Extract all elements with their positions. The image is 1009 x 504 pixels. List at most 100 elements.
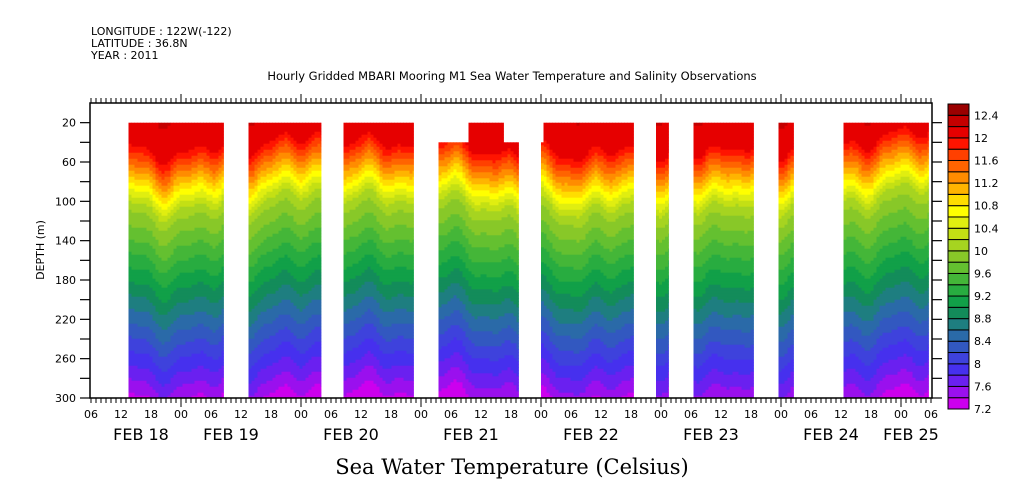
data-segment [541, 122, 634, 399]
x-axis: 06 12 18 00 06 12 18 00 06 12 18 00 06 12 18 00 06 12 18 00… [84, 94, 939, 444]
colorbar-swatch [947, 250, 970, 263]
colorbar-label: 10.8 [974, 200, 999, 213]
header-longitude: LONGITUDE : 122W(-122) [91, 25, 232, 38]
header-year: YEAR : 2011 [90, 49, 159, 62]
colorbar-label: 10.4 [974, 222, 999, 235]
x-day-label: FEB 25 [883, 425, 939, 444]
data-segment [778, 122, 794, 399]
y-tick-label: 60 [62, 156, 76, 169]
x-hour-label: 00 [774, 408, 788, 421]
colorbar-swatch [947, 205, 970, 218]
colorbar-label: 12.4 [974, 109, 999, 122]
colorbar-swatch [947, 397, 970, 410]
variable-label: Sea Water Temperature (Celsius) [335, 455, 689, 479]
x-hour-label: 06 [444, 408, 458, 421]
x-hour-label: 18 [384, 408, 398, 421]
colorbar-swatch [947, 363, 970, 376]
x-hour-label: 12 [594, 408, 608, 421]
x-hour-label: 06 [924, 408, 938, 421]
x-hour-label: 06 [804, 408, 818, 421]
y-tick-label: 180 [55, 274, 76, 287]
data-segment [343, 122, 414, 399]
x-hour-label: 06 [564, 408, 578, 421]
colorbar-swatch [947, 272, 970, 286]
plot-data-area [128, 122, 929, 399]
x-hour-label: 06 [684, 408, 698, 421]
x-hour-label: 12 [354, 408, 368, 421]
colorbar: 12.4 12 11.6 11.2 10.8 10.4 10 9.6 9.2 8.8 8.4 8 7.6… [947, 103, 999, 416]
x-hour-label: 18 [864, 408, 878, 421]
colorbar-label: 12 [974, 132, 988, 145]
colorbar-label: 8 [974, 358, 981, 371]
colorbar-swatch [947, 385, 970, 399]
colorbar-swatch [947, 159, 970, 173]
y-tick-label: 100 [55, 195, 76, 208]
colorbar-swatch [947, 103, 970, 116]
data-segment [438, 122, 519, 399]
x-hour-label: 12 [834, 408, 848, 421]
x-day-label: FEB 18 [113, 425, 169, 444]
x-hour-label: 18 [624, 408, 638, 421]
x-hour-label: 18 [744, 408, 758, 421]
colorbar-swatch [947, 171, 970, 184]
colorbar-swatch [947, 137, 970, 150]
x-hour-label: 18 [144, 408, 158, 421]
colorbar-label: 8.4 [974, 335, 992, 348]
colorbar-swatch [947, 306, 970, 320]
colorbar-label: 9.2 [974, 290, 992, 303]
data-segment [656, 122, 669, 399]
colorbar-swatch [947, 352, 970, 365]
colorbar-label: 7.2 [974, 403, 992, 416]
y-tick-label: 260 [55, 353, 76, 366]
colorbar-swatch [947, 193, 970, 207]
x-hour-label: 00 [654, 408, 668, 421]
colorbar-swatch [947, 374, 970, 387]
colorbar-swatch [947, 329, 970, 342]
y-tick-label: 140 [55, 235, 76, 248]
y-axis: 20 60 100 140 180 220 260 300 [55, 117, 942, 405]
data-segment [128, 122, 224, 399]
colorbar-swatch [947, 182, 970, 195]
colorbar-swatch [947, 148, 970, 161]
x-hour-label: 06 [204, 408, 218, 421]
x-hour-label: 12 [714, 408, 728, 421]
x-day-label: FEB 19 [203, 425, 259, 444]
x-hour-label: 00 [174, 408, 188, 421]
colorbar-label: 8.8 [974, 313, 992, 326]
colorbar-swatch [947, 295, 970, 308]
colorbar-label: 7.6 [974, 380, 992, 393]
x-hour-label: 06 [324, 408, 338, 421]
colorbar-swatch [947, 114, 970, 128]
colorbar-label: 11.2 [974, 177, 999, 190]
y-tick-label: 300 [55, 392, 76, 405]
y-axis-label: DEPTH (m) [34, 220, 47, 280]
x-day-label: FEB 22 [563, 425, 619, 444]
x-hour-label: 18 [264, 408, 278, 421]
chart-title: Hourly Gridded MBARI Mooring M1 Sea Wate… [267, 69, 756, 83]
x-day-label: FEB 23 [683, 425, 739, 444]
x-hour-label: 12 [234, 408, 248, 421]
y-tick-label: 20 [62, 117, 76, 130]
colorbar-swatch [947, 239, 970, 252]
colorbar-swatch [947, 318, 970, 331]
colorbar-swatch [947, 227, 970, 241]
x-hour-label: 12 [114, 408, 128, 421]
x-day-label: FEB 20 [323, 425, 379, 444]
colorbar-swatch [947, 261, 970, 274]
colorbar-swatch [947, 340, 970, 354]
y-tick-label: 220 [55, 313, 76, 326]
x-hour-label: 06 [84, 408, 98, 421]
colorbar-label: 11.6 [974, 154, 999, 167]
data-segment [693, 122, 754, 399]
header-latitude: LATITUDE : 36.8N [91, 37, 188, 50]
x-hour-label: 00 [894, 408, 908, 421]
x-hour-label: 12 [474, 408, 488, 421]
data-segment [843, 122, 929, 399]
x-day-label: FEB 21 [443, 425, 499, 444]
x-hour-label: 18 [504, 408, 518, 421]
x-hour-label: 00 [534, 408, 548, 421]
x-hour-label: 00 [414, 408, 428, 421]
x-day-label: FEB 24 [803, 425, 859, 444]
colorbar-label: 10 [974, 245, 988, 258]
